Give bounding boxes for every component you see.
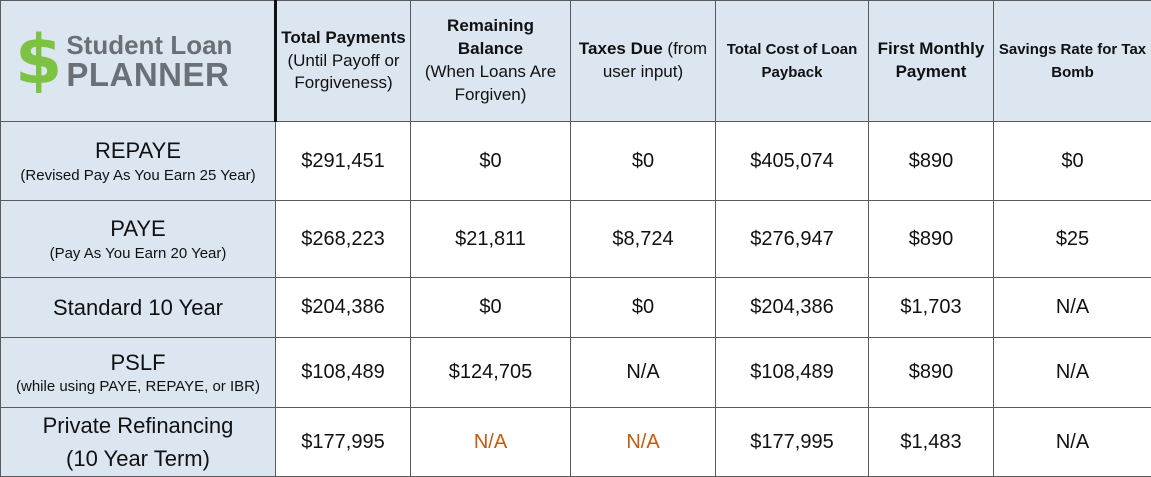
value-cell: $204,386 <box>716 278 869 338</box>
value-cell: $276,947 <box>716 201 869 278</box>
value-cell: $0 <box>411 122 571 201</box>
value-cell: $268,223 <box>276 201 411 278</box>
value-cell: N/A <box>994 278 1151 338</box>
value-cell: $108,489 <box>716 338 869 408</box>
table-row: Standard 10 Year $204,386 $0 $0 $204,386… <box>1 278 1151 338</box>
value-cell: $177,995 <box>276 408 411 477</box>
value-cell: $1,483 <box>869 408 994 477</box>
value-cell: $0 <box>411 278 571 338</box>
value-cell: $8,724 <box>571 201 716 278</box>
table-row: PSLF(while using PAYE, REPAYE, or IBR) $… <box>1 338 1151 408</box>
student-loan-planner-logo: $ Student Loan PLANNER <box>15 27 274 95</box>
logo-text-line2: PLANNER <box>66 58 232 91</box>
header-taxes-due: Taxes Due (from user input) <box>571 1 716 122</box>
header-first-monthly-payment: First Monthly Payment <box>869 1 994 122</box>
value-cell: $0 <box>571 122 716 201</box>
value-cell: $177,995 <box>716 408 869 477</box>
value-cell: $890 <box>869 122 994 201</box>
value-cell: N/A <box>994 338 1151 408</box>
table-row: PAYE(Pay As You Earn 20 Year) $268,223 $… <box>1 201 1151 278</box>
dollar-sign-icon: $ <box>15 27 62 95</box>
value-cell: $890 <box>869 338 994 408</box>
value-cell-highlight: N/A <box>411 408 571 477</box>
plan-name-cell: PSLF(while using PAYE, REPAYE, or IBR) <box>1 338 276 408</box>
value-cell: N/A <box>571 338 716 408</box>
value-cell: $25 <box>994 201 1151 278</box>
header-total-payments: Total Payments(Until Payoff or Forgivene… <box>276 1 411 122</box>
header-total-cost: Total Cost of Loan Payback <box>716 1 869 122</box>
plan-name-cell: REPAYE(Revised Pay As You Earn 25 Year) <box>1 122 276 201</box>
plan-name-cell: Private Refinancing(10 Year Term) <box>1 408 276 477</box>
value-cell: $0 <box>571 278 716 338</box>
value-cell: $108,489 <box>276 338 411 408</box>
plan-name-cell: PAYE(Pay As You Earn 20 Year) <box>1 201 276 278</box>
header-remaining-balance: Remaining Balance(When Loans Are Forgive… <box>411 1 571 122</box>
plan-name-cell: Standard 10 Year <box>1 278 276 338</box>
logo-text-line1: Student Loan <box>66 32 232 58</box>
value-cell: $0 <box>994 122 1151 201</box>
value-cell: $890 <box>869 201 994 278</box>
logo-cell: $ Student Loan PLANNER <box>1 1 276 122</box>
value-cell: N/A <box>994 408 1151 477</box>
value-cell-highlight: N/A <box>571 408 716 477</box>
value-cell: $204,386 <box>276 278 411 338</box>
value-cell: $21,811 <box>411 201 571 278</box>
value-cell: $1,703 <box>869 278 994 338</box>
value-cell: $291,451 <box>276 122 411 201</box>
table-row: Private Refinancing(10 Year Term) $177,9… <box>1 408 1151 477</box>
header-savings-rate: Savings Rate for Tax Bomb <box>994 1 1151 122</box>
table-row: REPAYE(Revised Pay As You Earn 25 Year) … <box>1 122 1151 201</box>
value-cell: $124,705 <box>411 338 571 408</box>
value-cell: $405,074 <box>716 122 869 201</box>
header-row: $ Student Loan PLANNER Total Payments(Un… <box>1 1 1151 122</box>
